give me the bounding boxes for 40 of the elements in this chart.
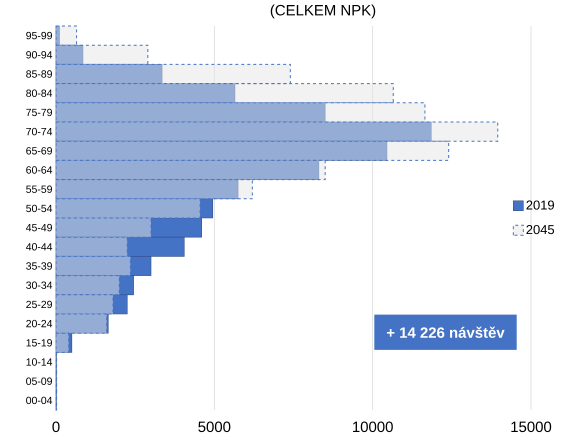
legend-label: 2045: [526, 224, 554, 234]
bar: [56, 102, 426, 122]
x-tick-label: 5000: [198, 422, 230, 432]
y-tick-label: 45-49: [26, 224, 52, 232]
x-tick-label: 0: [52, 422, 60, 432]
y-tick-label: 05-09: [26, 378, 52, 385]
bar: [56, 140, 450, 161]
bar: [56, 256, 131, 276]
y-tick-label: 90-94: [26, 51, 52, 59]
y-tick-label: 35-39: [26, 262, 52, 270]
y-tick-label: 65-69: [26, 147, 52, 155]
y-tick-label: 10-14: [26, 358, 52, 366]
y-tick-label: 60-64: [26, 166, 52, 174]
chart-title: (CELKEM NPK): [270, 4, 376, 18]
bar: [56, 294, 114, 315]
y-tick-label: 75-79: [26, 108, 52, 116]
x-tick-label: 15000: [511, 422, 552, 432]
y-tick-label: 00-04: [26, 396, 52, 404]
y-tick-label: 50-54: [26, 204, 52, 212]
y-tick-label: 20-24: [26, 320, 52, 328]
y-tick-label: 30-34: [26, 282, 52, 289]
bar: [56, 218, 152, 238]
y-tick-label: 85-89: [26, 70, 52, 78]
bar: [56, 83, 394, 104]
y-tick-label: 25-29: [26, 300, 52, 308]
bar: [56, 275, 120, 296]
y-tick-label: 70-74: [26, 128, 52, 136]
y-tick-label: 80-84: [26, 90, 52, 97]
y-tick-label: 40-44: [26, 243, 52, 251]
bar: [56, 44, 148, 65]
bar: [56, 236, 128, 257]
bar: [56, 122, 498, 142]
y-tick-label: 55-59: [26, 186, 52, 193]
x-tick-label: 10000: [353, 422, 393, 432]
y-tick-label: 95-99: [26, 32, 52, 40]
legend-label: 2019: [526, 200, 554, 210]
annotation: + 14 226 návštěv: [386, 326, 505, 338]
y-tick-label: 15-19: [26, 339, 52, 347]
bar: [56, 26, 78, 46]
bar: [56, 64, 291, 84]
